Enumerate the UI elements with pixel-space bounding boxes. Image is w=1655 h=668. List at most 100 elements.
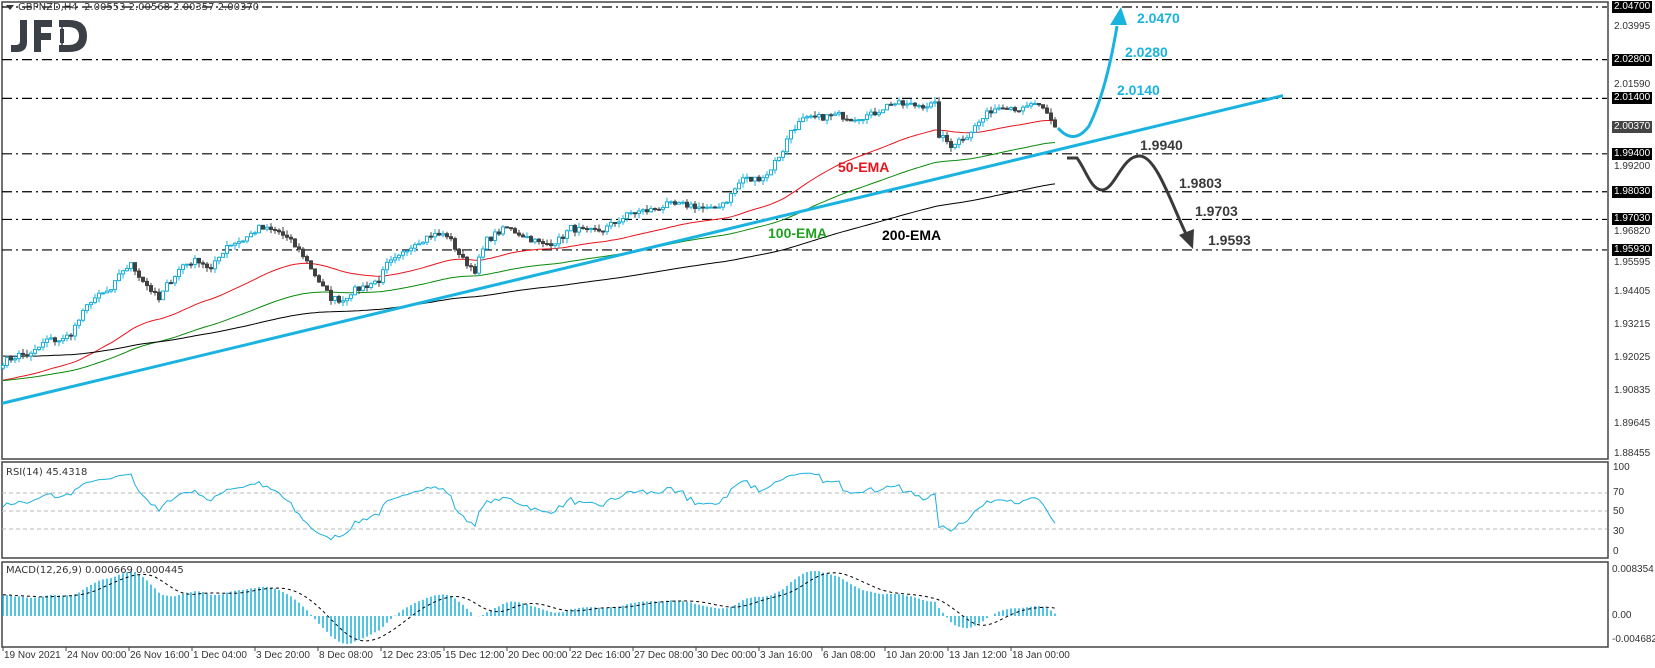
candle-body <box>357 286 361 291</box>
candle <box>957 137 961 149</box>
candle-body <box>749 176 753 182</box>
candle <box>509 227 513 231</box>
candle <box>77 318 81 329</box>
candle <box>1037 102 1041 107</box>
candle <box>701 202 705 213</box>
candle <box>461 250 465 259</box>
candle-body <box>57 340 61 343</box>
candle <box>785 135 789 155</box>
candle <box>409 244 413 255</box>
rsi-tick-label: 100 <box>1613 462 1630 473</box>
candle <box>633 212 637 218</box>
x-tick-label: 18 Jan 00:00 <box>1012 650 1070 661</box>
candle <box>465 256 469 269</box>
candle <box>885 103 889 111</box>
candle-body <box>697 206 701 209</box>
candle-body <box>933 101 937 104</box>
candle-body <box>401 251 405 256</box>
x-tick-label: 3 Dec 20:00 <box>256 650 310 661</box>
candle <box>777 156 781 162</box>
candle <box>937 97 941 139</box>
candle <box>113 280 117 294</box>
candle <box>1053 117 1057 128</box>
candle-body <box>953 143 957 148</box>
candle <box>257 224 261 234</box>
rsi-tick-label: 50 <box>1613 506 1625 517</box>
candle <box>833 111 837 116</box>
dropdown-triangle-icon[interactable] <box>6 4 14 10</box>
candle <box>125 264 129 272</box>
candle-body <box>421 241 425 245</box>
candle <box>597 224 601 233</box>
candle <box>645 205 649 215</box>
candle-body <box>481 248 485 258</box>
candle <box>801 113 805 123</box>
candle-body <box>65 334 69 340</box>
candle <box>501 225 505 236</box>
candle <box>189 262 193 269</box>
candle-body <box>193 257 197 265</box>
candle <box>477 254 481 277</box>
candle-body <box>549 243 553 247</box>
candle-body <box>213 260 217 270</box>
candle-body <box>189 263 193 266</box>
candle-body <box>317 275 321 283</box>
candle-body <box>505 226 509 229</box>
horizontal-levels <box>2 6 1607 251</box>
candle-body <box>645 209 649 213</box>
candle <box>733 187 737 197</box>
target-label-2-0280: 2.0280 <box>1125 44 1168 60</box>
candle-body <box>669 201 673 204</box>
candle-body <box>945 134 949 143</box>
candle-body <box>957 138 961 145</box>
candle <box>45 335 49 348</box>
x-tick-label: 1 Dec 04:00 <box>193 650 247 661</box>
candle <box>845 115 849 122</box>
candle <box>693 200 697 213</box>
candle-body <box>137 270 141 278</box>
candle <box>421 241 425 245</box>
candle <box>433 229 437 242</box>
candle <box>381 266 385 286</box>
price-tick-label: 1.99200 <box>1614 160 1651 172</box>
rsi-label: RSI(14) 45.4318 <box>6 467 88 478</box>
candle <box>573 223 577 237</box>
candle-body <box>745 176 749 179</box>
candle <box>157 288 161 303</box>
candle <box>677 201 681 205</box>
candle <box>457 247 461 259</box>
candle <box>41 338 45 351</box>
candle <box>93 293 97 305</box>
candle-body <box>773 159 777 171</box>
candle-body <box>769 169 773 176</box>
candle <box>429 232 433 240</box>
candle <box>905 100 909 109</box>
macd-tick-label: -0.004682 <box>1612 634 1655 645</box>
candle-body <box>469 265 473 268</box>
level-price-box: 1.99400 <box>1612 147 1653 160</box>
candle <box>977 119 981 131</box>
candle <box>497 228 501 236</box>
uptrend-line[interactable] <box>1 94 1284 405</box>
level-price-box: 2.04700 <box>1612 1 1653 13</box>
candle-body <box>237 241 241 244</box>
candle <box>353 284 357 296</box>
candle <box>301 247 305 260</box>
rsi-series <box>2 472 1056 541</box>
candle-body <box>341 300 345 303</box>
candle <box>525 232 529 239</box>
candle-body <box>989 110 993 114</box>
candle <box>57 340 61 347</box>
candle-body <box>169 282 173 285</box>
candle <box>557 233 561 249</box>
candle-body <box>801 117 805 123</box>
candle-body <box>153 290 157 293</box>
candle <box>285 230 289 241</box>
candle <box>241 239 245 243</box>
candle <box>217 256 221 265</box>
candle-body <box>17 352 21 360</box>
candle-body <box>1009 107 1013 110</box>
candle-body <box>105 290 109 294</box>
candle <box>861 119 865 125</box>
candle <box>333 295 337 305</box>
